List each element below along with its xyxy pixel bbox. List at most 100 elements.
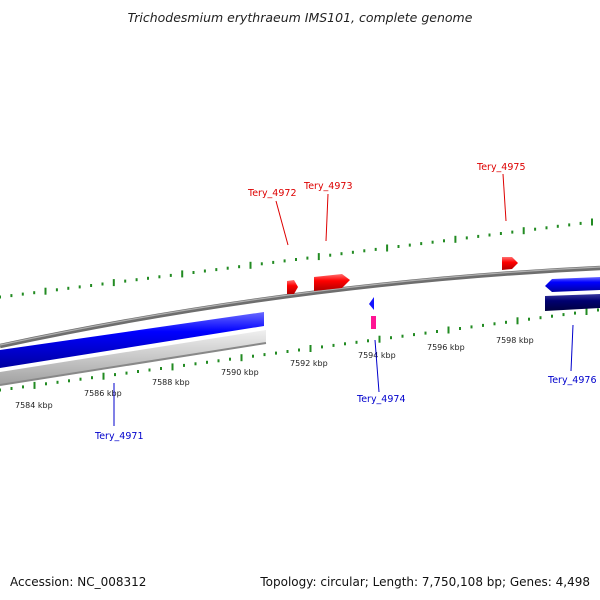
minor-tick [562,313,565,317]
minor-tick [363,249,366,253]
genome-info-text: Topology: circular; Length: 7,750,108 bp… [260,575,590,589]
major-tick [309,345,312,352]
minor-tick [226,266,229,270]
minor-tick [158,275,161,279]
minor-tick [217,359,220,363]
gene-label-tery-4973[interactable]: Tery_4973 [303,181,353,192]
minor-tick [260,262,263,266]
minor-tick [355,340,358,344]
major-tick [516,317,519,325]
minor-tick [33,291,36,295]
major-tick [378,335,381,343]
major-tick [33,381,36,389]
minor-tick [67,286,70,290]
minor-tick [413,333,415,337]
minor-tick [511,230,514,234]
minor-tick [528,317,530,321]
major-tick [249,261,252,269]
gene-tery-4971[interactable] [0,312,264,368]
callout-line [570,324,574,372]
gene-tery-4972[interactable] [287,280,298,294]
major-tick [317,253,320,261]
minor-tick [436,330,438,333]
minor-tick [574,311,576,315]
ruler-label: 7586 kbp [84,389,122,398]
ruler-label: 7588 kbp [152,378,190,387]
gene-tery-4973[interactable] [314,274,350,291]
gene-tery-4974[interactable] [369,297,374,310]
pink-feature[interactable] [371,316,376,329]
minor-tick [597,308,599,312]
minor-tick [556,224,559,228]
ruler-label: 7584 kbp [15,401,53,410]
minor-tick [22,385,24,389]
minor-tick [169,273,172,277]
minor-tick [79,377,82,381]
major-tick [522,227,525,235]
inner-backbone [0,342,267,386]
minor-tick [443,239,445,243]
grey-feature-band [0,330,266,385]
minor-tick [55,288,58,292]
minor-tick [272,260,275,264]
minor-tick [147,276,149,280]
gene-label-tery-4972[interactable]: Tery_4972 [247,188,297,199]
map-title: Trichodesmium erythraeum IMS101, complet… [127,10,473,25]
minor-tick [408,243,411,247]
minor-tick [148,368,151,372]
minor-tick [470,325,473,329]
minor-tick [114,373,116,377]
minor-tick [101,282,104,286]
major-tick [102,372,105,380]
minor-tick [568,223,571,227]
minor-tick [505,320,507,324]
minor-tick [493,322,496,326]
gene-label-tery-4971[interactable]: Tery_4971 [94,431,144,442]
minor-tick [90,284,93,287]
minor-tick [124,279,127,283]
gene-label-tery-4974[interactable]: Tery_4974 [356,394,406,405]
minor-tick [252,354,254,358]
minor-tick [215,268,218,272]
ruler-label: 7598 kbp [496,336,534,345]
minor-tick [91,376,93,380]
minor-tick [229,357,231,361]
major-tick [171,363,174,371]
minor-tick [477,234,480,238]
gene-tery-4976[interactable] [545,277,600,292]
accession-text: Accession: NC_008312 [10,575,147,589]
minor-tick [203,269,206,273]
minor-tick [499,232,502,235]
gene-label-tery-4976[interactable]: Tery_4976 [547,375,597,386]
major-tick [240,354,243,362]
major-tick [591,218,593,226]
minor-tick [482,323,484,327]
minor-tick [238,265,241,269]
minor-tick [135,278,138,282]
minor-tick [68,379,70,383]
callout-line [325,193,329,242]
ruler-labels: 7584 kbp 7586 kbp 7588 kbp 7590 kbp 7592… [15,336,534,410]
callout-line [502,173,507,222]
ruler-label: 7592 kbp [290,359,328,368]
minor-tick [125,371,128,375]
minor-tick [459,327,461,330]
callout-line [374,339,380,393]
minor-tick [194,362,197,366]
minor-tick [78,285,81,289]
inner-tick-row [0,308,599,392]
ruler-label: 7594 kbp [358,351,396,360]
minor-tick [465,236,468,240]
minor-tick [45,382,47,386]
gene-tery-4975[interactable] [502,257,518,270]
minor-tick [401,334,404,338]
ruler-label: 7590 kbp [221,368,259,377]
minor-tick [56,380,59,384]
navy-feature[interactable] [545,294,600,311]
minor-tick [332,343,335,347]
minor-tick [374,247,377,251]
gene-label-tery-4975[interactable]: Tery_4975 [476,162,526,173]
minor-tick [488,233,491,237]
minor-tick [0,388,1,392]
